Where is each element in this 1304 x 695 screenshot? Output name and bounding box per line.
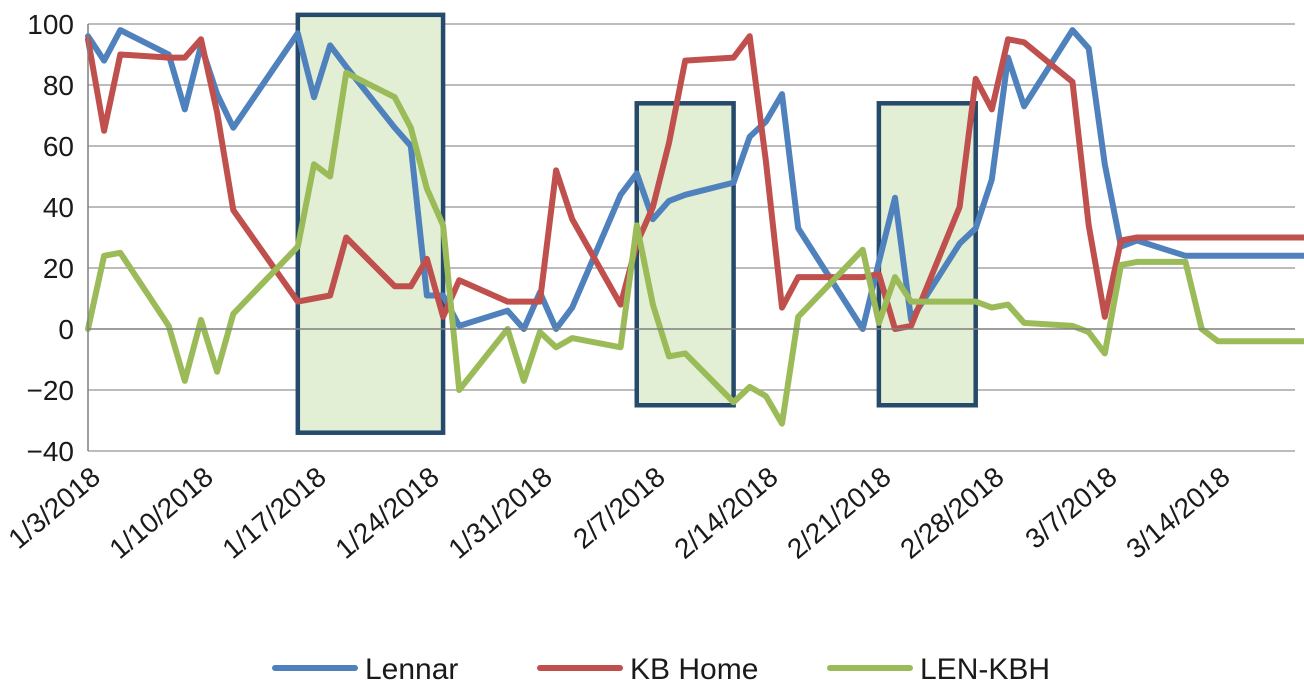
y-tick-label: 100 — [27, 9, 74, 40]
x-tick-label: 2/21/2018 — [781, 461, 896, 565]
legend-label: Lennar — [365, 653, 458, 686]
y-tick-label: −20 — [27, 375, 75, 406]
x-tick-label: 1/3/2018 — [2, 461, 105, 555]
highlight-boxes — [295, 12, 978, 435]
y-tick-label: 80 — [43, 70, 74, 101]
y-tick-label: 20 — [43, 253, 74, 284]
legend: Lennar KB Home LEN-KBH — [272, 653, 1050, 686]
x-tick-label: 2/14/2018 — [668, 461, 783, 565]
y-tick-label: 40 — [43, 192, 74, 223]
x-tick-label: 1/17/2018 — [216, 461, 331, 565]
x-tick-label: 3/7/2018 — [1019, 461, 1122, 555]
highlight-box — [634, 101, 736, 408]
x-tick-label: 3/14/2018 — [1120, 461, 1235, 565]
highlight-box — [876, 101, 978, 408]
x-tick-label: 1/31/2018 — [442, 461, 557, 565]
x-tick-label: 1/10/2018 — [103, 461, 218, 565]
legend-label: KB Home — [630, 653, 758, 686]
legend-label: LEN-KBH — [920, 653, 1050, 686]
x-tick-label: 2/28/2018 — [894, 461, 1009, 565]
x-tick-label: 1/24/2018 — [329, 461, 444, 565]
y-tick-label: 0 — [58, 314, 74, 345]
series-layer — [85, 27, 1304, 427]
x-tick-label: 2/7/2018 — [567, 461, 670, 555]
series-line-kb-home — [85, 33, 1304, 332]
series-line-len-kbh — [85, 69, 1304, 427]
y-tick-label: 60 — [43, 131, 74, 162]
y-tick-label: −40 — [27, 436, 75, 467]
series-line-lennar — [85, 27, 1304, 332]
